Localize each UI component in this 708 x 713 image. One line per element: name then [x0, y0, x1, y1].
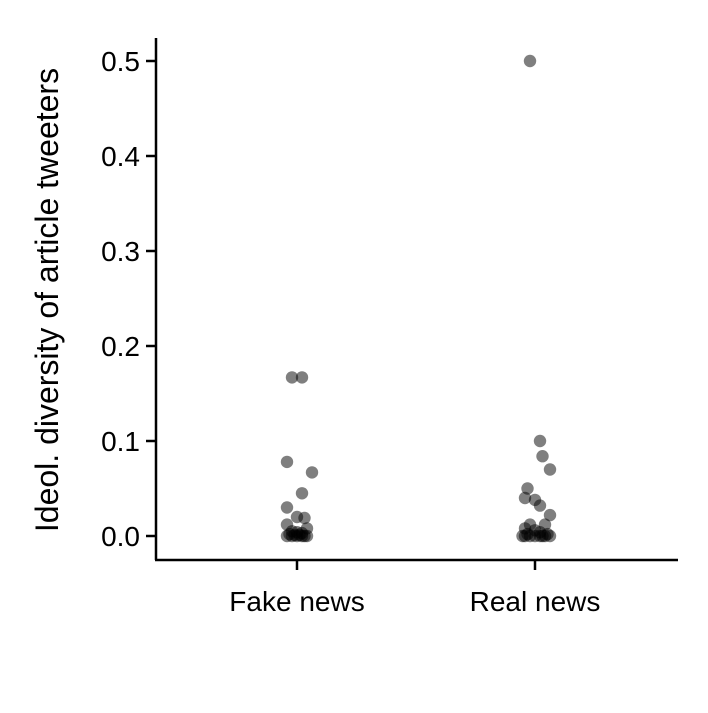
data-point: [518, 529, 532, 543]
data-point: [298, 511, 311, 525]
data-point: [285, 529, 299, 543]
data-point: [536, 450, 549, 463]
y-tick-label: 0.5: [101, 46, 140, 77]
y-tick-label: 0.3: [101, 236, 140, 267]
x-axis-ticks: Fake news Real news: [229, 560, 600, 617]
data-point: [300, 529, 314, 543]
y-tick-label: 0.4: [101, 141, 140, 172]
data-point: [543, 463, 557, 476]
data-point: [523, 54, 537, 68]
data-point: [280, 501, 294, 514]
data-point: [543, 508, 557, 522]
x-tick-label: Real news: [470, 586, 601, 617]
y-tick-label: 0.0: [101, 521, 140, 552]
y-axis-title: Ideol. diversity of article tweeters: [29, 68, 65, 532]
y-axis-ticks: 0.0 0.1 0.2 0.3 0.4 0.5: [101, 46, 156, 552]
y-tick-label: 0.2: [101, 331, 140, 362]
data-point: [518, 491, 532, 505]
data-point: [533, 499, 547, 512]
data-point: [305, 466, 319, 479]
data-point: [521, 482, 534, 495]
data-point: [295, 371, 309, 384]
x-tick-label: Fake news: [229, 586, 364, 617]
data-point: [536, 529, 549, 543]
data-point: [295, 487, 309, 500]
y-tick-label: 0.1: [101, 426, 140, 457]
data-point: [285, 371, 299, 384]
data-points: [280, 54, 557, 543]
data-point: [280, 455, 294, 469]
data-point: [533, 434, 547, 448]
